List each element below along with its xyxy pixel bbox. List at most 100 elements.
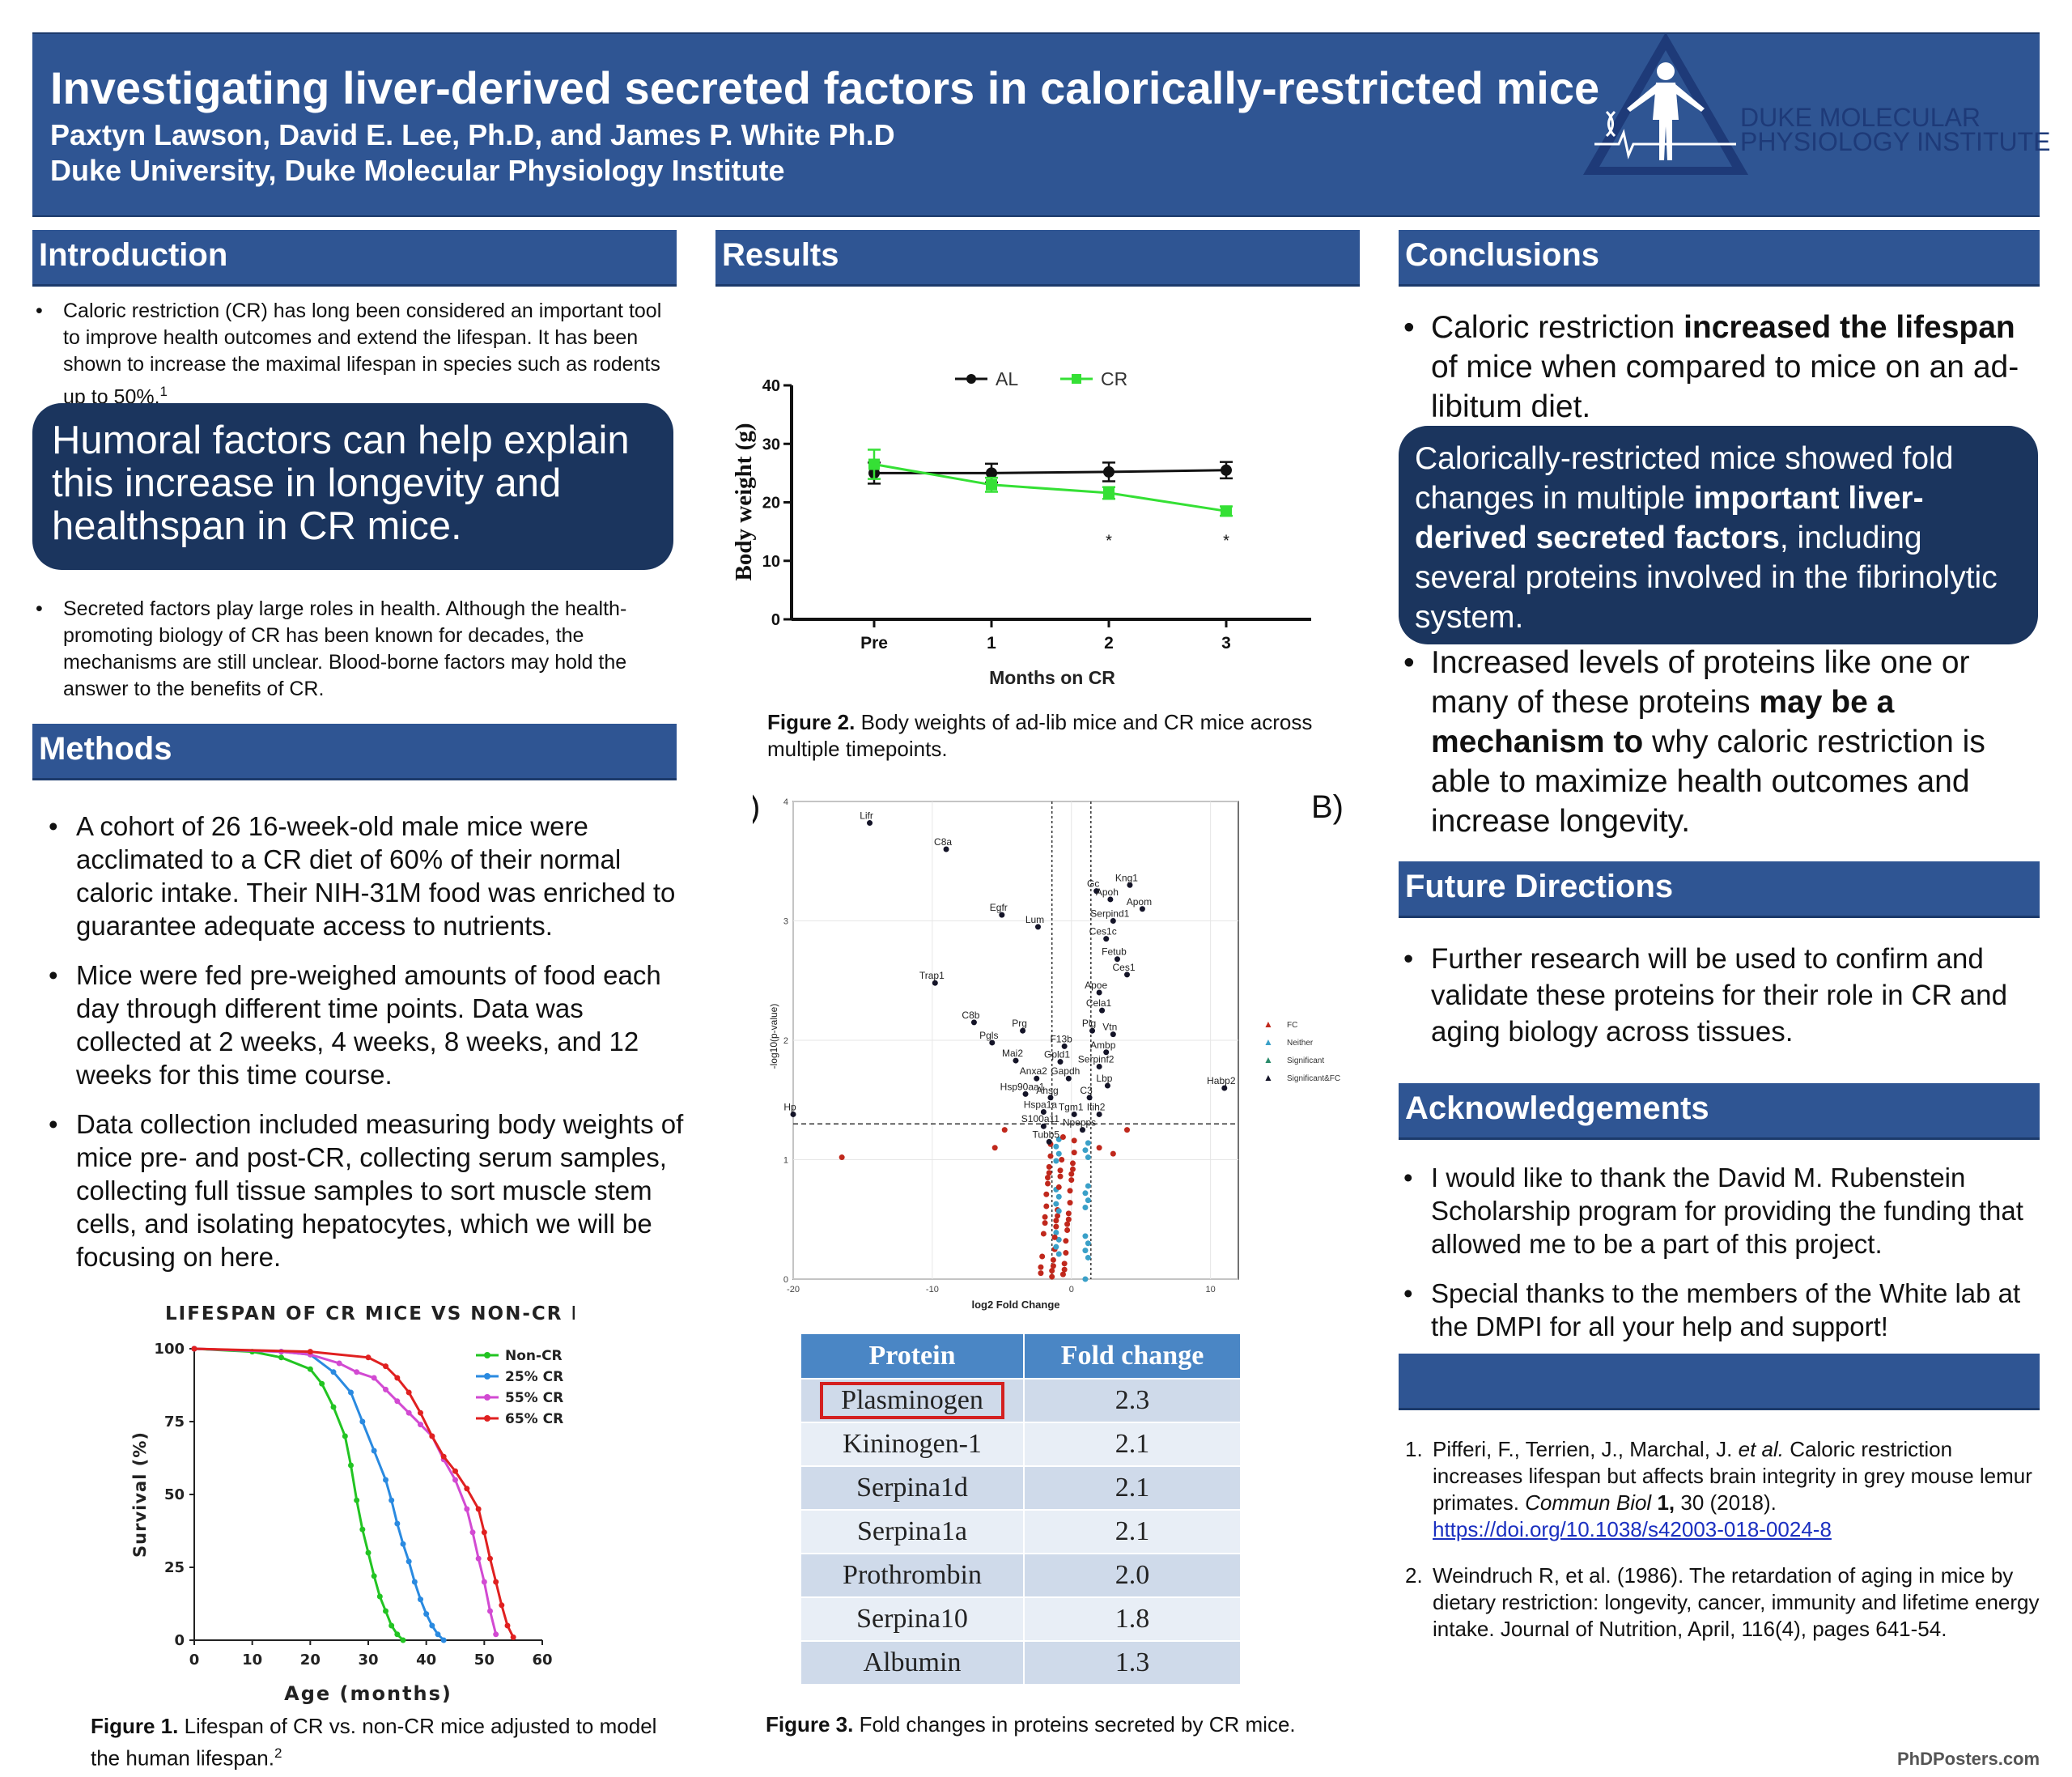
y-tick-label: 40 — [762, 377, 780, 395]
reference-2: 2. Weindruch R, et al. (1986). The retar… — [1405, 1563, 2040, 1641]
legend-label: Non-CR — [505, 1348, 563, 1364]
volcano-point-ns — [1047, 1153, 1054, 1159]
volcano-point-ns — [1067, 1188, 1073, 1194]
y-tick-label: 25 — [164, 1559, 185, 1576]
figure2-text: Body weights of ad-lib mice and CR mice … — [767, 710, 1313, 761]
volcano-point-label: Ambp — [1090, 1039, 1116, 1051]
volcano-point-label: Gapdh — [1051, 1065, 1080, 1077]
table-row: Albumin 1.3 — [800, 1640, 1242, 1686]
table-cell-fold: 2.1 — [1023, 1465, 1242, 1511]
volcano-point-label: Lum — [1025, 914, 1044, 925]
volcano-point-ns — [1082, 1276, 1089, 1282]
volcano-point-ns — [1039, 1253, 1046, 1260]
lifespan-line-non-cr — [193, 1347, 405, 1642]
volcano-point-ns — [1059, 1271, 1066, 1277]
table-cell-fold: 2.1 — [1023, 1509, 1242, 1554]
phdposters-logo: PhDPosters.com — [1897, 1749, 2040, 1769]
references-heading-bar — [1399, 1354, 2040, 1410]
volcano-point — [1104, 1082, 1110, 1089]
volcano-point-ns — [1063, 1238, 1069, 1244]
lifespan-point — [493, 1579, 499, 1585]
lifespan-chart: LIFESPAN OF CR MICE VS NON-CR MICE 0 10 20 3… — [130, 1303, 575, 1705]
volcano-point-ns — [1085, 1154, 1091, 1161]
y-tick-label: 30 — [762, 436, 780, 453]
volcano-point — [970, 1019, 977, 1026]
volcano-point — [1124, 971, 1130, 978]
legend-marker — [484, 1373, 490, 1380]
weight-point-cr — [986, 478, 997, 491]
lifespan-point — [405, 1389, 412, 1396]
volcano-point-label: Apoh — [1096, 886, 1119, 898]
table-header-protein: Protein — [800, 1333, 1025, 1380]
table-header-fold-change: Fold change — [1023, 1333, 1242, 1380]
methods-heading: Methods — [32, 724, 677, 780]
y-tick-label: 4 — [783, 797, 788, 807]
volcano-point — [1040, 1123, 1047, 1129]
volcano-point-label: Fetub — [1102, 946, 1127, 958]
intro-bullet-1: Caloric restriction (CR) has long been c… — [32, 298, 680, 410]
lifespan-point — [307, 1366, 313, 1372]
figure2-label: Figure 2. — [767, 710, 856, 734]
lifespan-point — [354, 1497, 360, 1503]
lifespan-point — [475, 1555, 482, 1562]
lifespan-point — [440, 1637, 447, 1643]
volcano-point-ns — [1065, 1210, 1072, 1217]
volcano-point-label: Ces1 — [1112, 962, 1135, 973]
lifespan-point — [469, 1529, 476, 1536]
volcano-point — [1047, 1095, 1054, 1101]
volcano-point-ns — [1064, 1221, 1071, 1227]
conclusions-list-1: Caloric restriction increased the lifesp… — [1400, 308, 2040, 427]
volcano-point-ns — [1001, 1127, 1008, 1133]
lifespan-point — [405, 1409, 412, 1416]
table-row: Serpina10 1.8 — [800, 1596, 1242, 1642]
poster-title: Investigating liver-derived secreted fac… — [50, 62, 1600, 113]
volcano-point-ns — [1055, 1251, 1062, 1257]
conclusions-heading: Conclusions — [1399, 230, 2040, 287]
volcano-point — [1071, 1111, 1077, 1117]
volcano-point — [1096, 1111, 1102, 1117]
table-cell-protein: Plasminogen — [800, 1378, 1025, 1423]
x-tick-label: 40 — [416, 1652, 436, 1669]
legend-label: 25% CR — [505, 1369, 563, 1385]
legend-marker: ▲ — [1263, 1018, 1273, 1030]
reference-1-number: 1. — [1405, 1437, 1423, 1461]
volcano-point-label: Gc — [1087, 878, 1099, 890]
volcano-point-ns — [991, 1145, 998, 1151]
logo-line1: DUKE MOLECULAR — [1740, 103, 1981, 132]
volcano-point-label: Itih2 — [1087, 1101, 1106, 1112]
lifespan-point — [481, 1579, 487, 1585]
fold-change-table: Protein Fold change Plasminogen 2.3 Kini… — [800, 1333, 1242, 1686]
significance-marker: * — [1223, 533, 1229, 551]
volcano-point — [1020, 1027, 1026, 1034]
table-row: Serpina1a 2.1 — [800, 1509, 1242, 1554]
legend-marker — [484, 1394, 490, 1401]
table-cell-fold: 2.3 — [1023, 1378, 1242, 1423]
volcano-point-label: F13b — [1050, 1033, 1072, 1044]
volcano-point — [1035, 924, 1041, 930]
volcano-plot: -20 -10 0 10 0 1 2 3 4 log2 Fold Change -log10(p-v… — [753, 793, 1344, 1311]
volcano-point-label: Cela1 — [1086, 997, 1112, 1009]
volcano-point — [1046, 1138, 1052, 1145]
lifespan-point — [342, 1433, 348, 1439]
weight-point-cr — [1221, 505, 1232, 517]
methods-bullet-2: Mice were fed pre-weighed amounts of foo… — [45, 959, 685, 1091]
volcano-point — [1089, 1027, 1096, 1034]
y-tick-label: 75 — [164, 1414, 185, 1431]
x-tick-label: 20 — [300, 1652, 321, 1669]
volcano-point-ns — [1064, 1227, 1071, 1234]
table-cell-fold: 2.1 — [1023, 1422, 1242, 1467]
lifespan-point — [394, 1520, 401, 1527]
figure2-caption: Figure 2. Body weights of ad-lib mice an… — [767, 709, 1358, 763]
volcano-point — [1110, 1031, 1116, 1038]
volcano-point-ns — [1053, 1201, 1059, 1207]
volcano-point-ns — [1050, 1263, 1056, 1269]
lifespan-point — [394, 1398, 401, 1405]
volcano-point-label: Trap1 — [919, 970, 945, 981]
y-tick-label: 50 — [164, 1486, 185, 1503]
lifespan-point — [440, 1453, 447, 1460]
reference-1-link[interactable]: https://doi.org/10.1038/s42003-018-0024-… — [1433, 1517, 1832, 1541]
volcano-point-ns — [1046, 1163, 1052, 1170]
poster-affiliation: Duke University, Duke Molecular Physiolo… — [50, 154, 785, 187]
volcano-point — [1013, 1057, 1019, 1064]
volcano-point-ns — [1038, 1270, 1044, 1277]
